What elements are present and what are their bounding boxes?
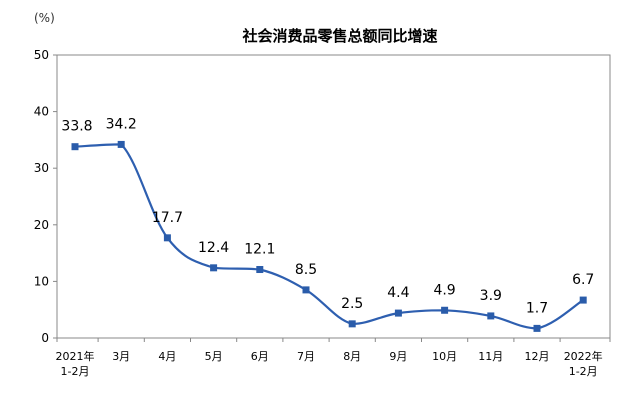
x-tick-label: 9月 — [389, 350, 407, 363]
y-tick-label: 40 — [34, 105, 49, 119]
y-axis: 0 10 20 30 40 50 — [34, 48, 57, 345]
series-markers — [71, 140, 587, 332]
data-label: 17.7 — [152, 210, 183, 226]
data-point-marker — [71, 143, 79, 151]
data-label: 33.8 — [61, 119, 92, 135]
data-label: 4.9 — [433, 282, 455, 298]
x-tick-label: 4月 — [158, 350, 176, 363]
x-tick-label: 1-2月 — [569, 365, 598, 378]
data-label: 12.1 — [244, 242, 275, 258]
data-labels: 33.8 34.2 17.7 12.4 12.1 8.5 2.5 4.4 4.9 3.9 1.7 6.… — [61, 116, 594, 316]
chart-title: 社会消费品零售总额同比增速 — [241, 27, 437, 45]
data-point-marker — [117, 140, 125, 148]
data-point-marker — [210, 264, 218, 272]
data-label: 1.7 — [526, 300, 548, 316]
y-tick-label: 50 — [34, 48, 49, 62]
x-tick-label: 10月 — [432, 350, 457, 363]
x-tick-label: 1-2月 — [61, 365, 90, 378]
data-point-marker — [256, 266, 264, 274]
x-tick-label: 12月 — [525, 350, 550, 363]
data-label: 2.5 — [341, 296, 363, 312]
x-tick-label: 5月 — [205, 350, 223, 363]
data-point-marker — [533, 324, 541, 332]
x-tick-label: 2022年 — [564, 349, 603, 363]
x-tick-label: 8月 — [343, 350, 361, 363]
data-label: 34.2 — [106, 116, 137, 132]
x-tick-label: 3月 — [112, 350, 130, 363]
series-line — [73, 143, 585, 330]
y-tick-label: 10 — [34, 274, 49, 288]
x-tick-label: 7月 — [297, 350, 315, 363]
data-point-marker — [394, 309, 402, 317]
data-point-marker — [579, 296, 587, 304]
y-tick-label: 20 — [34, 218, 49, 232]
y-unit-label: (%) — [34, 11, 55, 25]
data-label: 8.5 — [295, 262, 317, 278]
x-tick-label: 11月 — [478, 350, 503, 363]
data-label: 6.7 — [572, 272, 594, 288]
plot-area — [56, 54, 611, 339]
data-label: 4.4 — [387, 285, 409, 301]
data-point-marker — [441, 306, 449, 314]
data-label: 12.4 — [198, 240, 229, 256]
y-tick-label: 0 — [41, 331, 49, 345]
data-label: 3.9 — [480, 288, 502, 304]
data-point-marker — [487, 312, 495, 320]
data-point-marker — [163, 234, 171, 242]
data-point-marker — [348, 320, 356, 328]
data-point-marker — [302, 286, 310, 294]
x-axis: 2021年 1-2月 3月 4月 5月 6月 7月 8月 9月 10月 11月 12月 2022年 1-2… — [56, 338, 611, 378]
y-tick-label: 30 — [34, 161, 49, 175]
x-tick-label: 6月 — [251, 350, 269, 363]
x-tick-label: 2021年 — [56, 349, 95, 363]
